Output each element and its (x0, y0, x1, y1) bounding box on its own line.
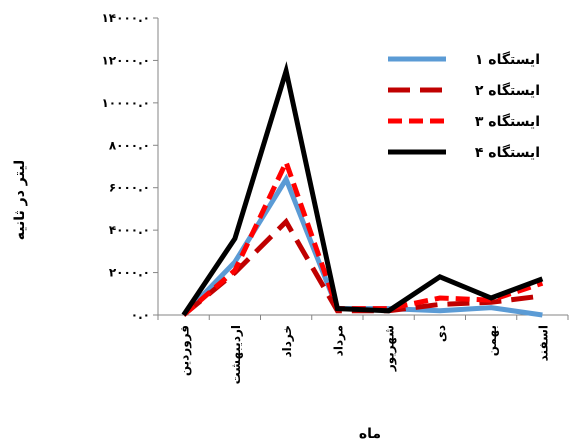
legend-label-1: ایستگاه ۱ (475, 51, 540, 68)
series-line-4 (181, 61, 544, 317)
y-axis-title: لیتر در ثانیه (12, 160, 28, 240)
y-tick-label: ۶۰۰۰.۰ (109, 181, 150, 195)
x-tick-label: اردیبهشت (229, 325, 243, 384)
series-lines (181, 61, 544, 318)
legend: ایستگاه ۱ ایستگاه ۲ ایستگاه ۳ ایستگاه ۴ (388, 51, 540, 161)
x-axis-title: ماه (359, 426, 381, 442)
x-tick-label: اسفند (536, 325, 550, 361)
y-tick-label: ۴۰۰۰.۰ (109, 223, 150, 237)
y-tick-label: ۲۰۰۰.۰ (109, 266, 150, 280)
legend-label-3: ایستگاه ۳ (475, 113, 540, 130)
legend-label-4: ایستگاه ۴ (475, 144, 540, 161)
x-tick-label: فروردین (178, 325, 193, 376)
x-tick-label: بهمن (485, 325, 499, 356)
y-tick-label: ۱۴۰۰۰.۰ (101, 11, 150, 25)
legend-label-2: ایستگاه ۲ (475, 82, 540, 99)
y-tick-label: ۱۲۰۰۰.۰ (101, 53, 150, 67)
y-tick-label: ۰.۰ (131, 308, 150, 322)
x-tick-label: خرداد (280, 325, 294, 358)
x-tick-label: دی (434, 325, 448, 342)
y-axis: ۰.۰ ۲۰۰۰.۰ ۴۰۰۰.۰ ۶۰۰۰.۰ ۸۰۰۰.۰ ۱۰۰۰۰.۰ ۱۲۰۰۰.… (101, 11, 159, 322)
y-tick-label: ۸۰۰۰.۰ (109, 138, 150, 152)
x-tick-label: شهریور (383, 325, 398, 372)
x-axis: فروردین اردیبهشت خرداد مرداد شهریور دی بهمن اسف… (157, 314, 569, 384)
y-tick-label: ۱۰۰۰۰.۰ (101, 96, 150, 110)
x-tick-label: مرداد (331, 325, 345, 356)
